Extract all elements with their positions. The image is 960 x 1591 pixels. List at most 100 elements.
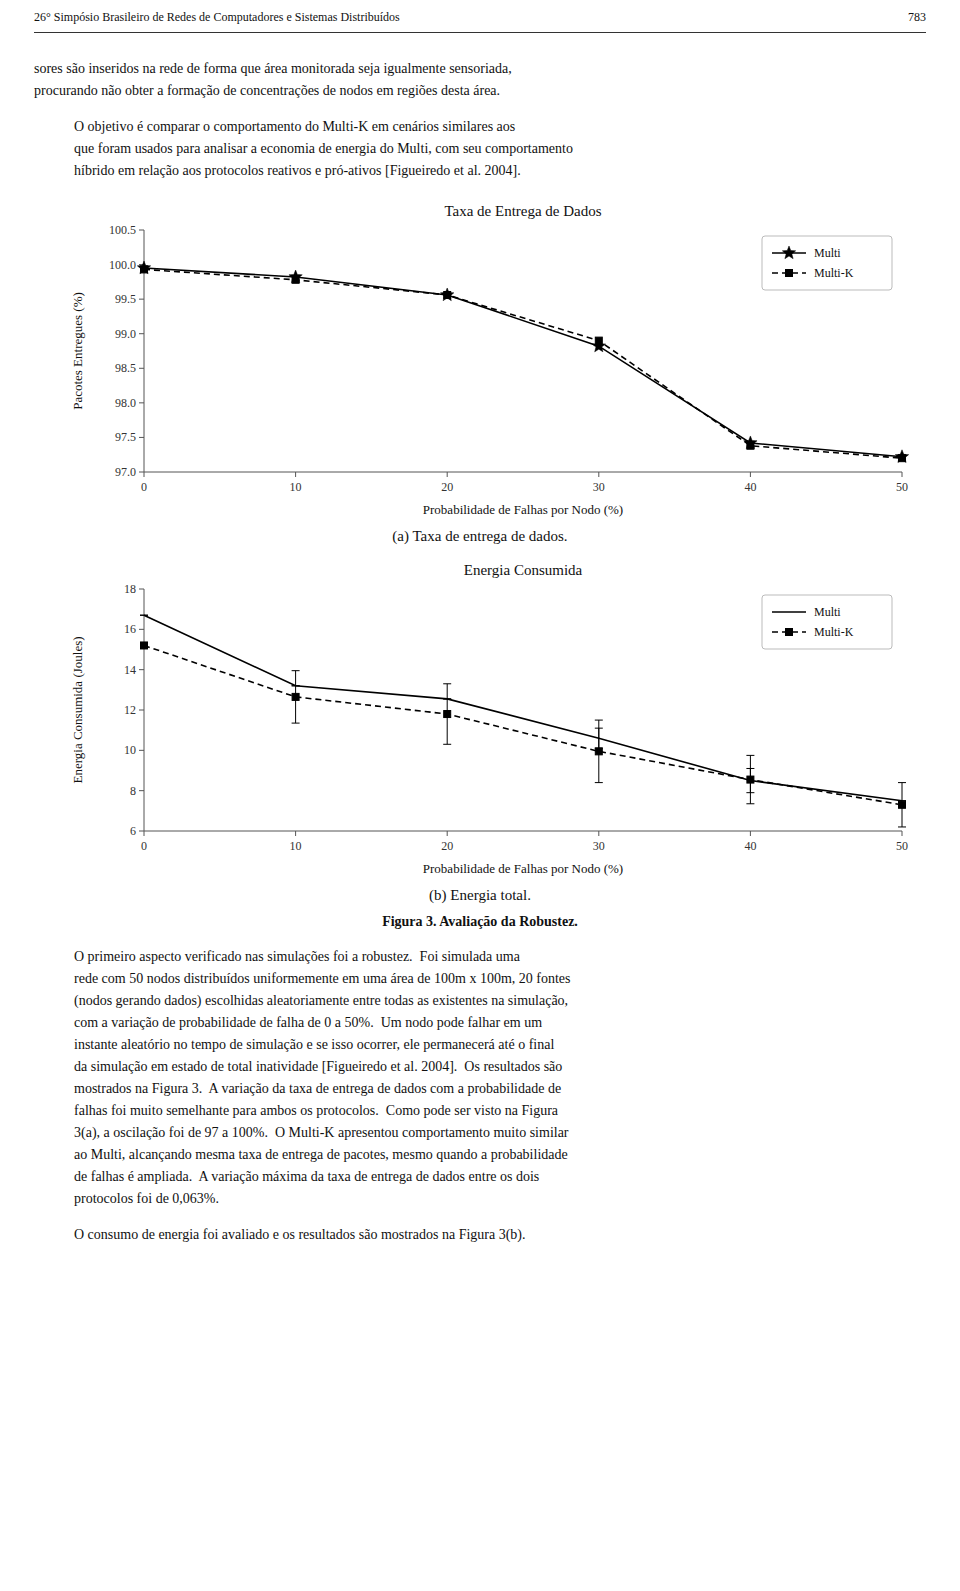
x-axis-label: Probabilidade de Falhas por Nodo (%) xyxy=(423,861,623,876)
y-tick-label: 8 xyxy=(130,784,136,798)
x-tick xyxy=(144,472,145,477)
legend-label: Multi xyxy=(814,605,841,619)
paragraph: sores são inseridos na rede de forma que… xyxy=(34,58,926,102)
x-tick xyxy=(902,472,903,477)
x-tick xyxy=(902,831,903,836)
y-axis-label: Energia Consumida (Joules) xyxy=(70,636,85,783)
series xyxy=(137,261,908,462)
chart-caption: (b) Energia total. xyxy=(34,887,926,904)
y-tick xyxy=(139,750,144,751)
y-axis-line xyxy=(144,589,145,831)
x-tick xyxy=(750,472,751,477)
y-tick xyxy=(139,669,144,670)
y-tick-label: 12 xyxy=(124,703,136,717)
point xyxy=(444,291,451,298)
page: 26° Simpósio Brasileiro de Redes de Comp… xyxy=(0,0,960,1591)
point xyxy=(289,270,302,283)
y-tick xyxy=(139,710,144,711)
legend-marker xyxy=(782,246,795,259)
point xyxy=(141,266,148,273)
y-tick xyxy=(139,368,144,369)
x-tick xyxy=(598,472,599,477)
y-tick xyxy=(139,299,144,300)
point xyxy=(292,693,299,700)
legend-label: Multi-K xyxy=(814,266,854,280)
series-line xyxy=(144,268,902,457)
legend-marker xyxy=(786,629,793,636)
x-tick-label: 0 xyxy=(141,839,147,853)
x-tick xyxy=(750,831,751,836)
point xyxy=(747,442,754,449)
legend-label: Multi-K xyxy=(814,625,854,639)
y-tick-label: 18 xyxy=(124,582,136,596)
x-tick xyxy=(598,831,599,836)
paragraph: O primeiro aspecto verificado nas simula… xyxy=(34,946,926,1210)
point xyxy=(137,261,150,274)
legend-box xyxy=(762,236,892,290)
y-tick-label: 99.5 xyxy=(115,292,136,306)
point xyxy=(895,450,908,463)
y-tick-label: 14 xyxy=(124,663,136,677)
series-line xyxy=(144,269,902,458)
y-tick-label: 98.5 xyxy=(115,361,136,375)
x-tick xyxy=(447,472,448,477)
error-bar xyxy=(140,615,148,616)
x-tick-label: 50 xyxy=(896,480,908,494)
y-tick xyxy=(139,402,144,403)
y-tick-label: 100.5 xyxy=(109,223,136,237)
legend: Multi Multi-K xyxy=(762,595,892,649)
axes: 97.097.598.098.599.099.5100.0100.5010203… xyxy=(109,223,908,494)
header-left: 26° Simpósio Brasileiro de Redes de Comp… xyxy=(34,10,400,25)
error-bar xyxy=(898,783,906,827)
chart-title: Taxa de Entrega de Dados xyxy=(444,203,601,219)
x-tick xyxy=(295,472,296,477)
point xyxy=(444,711,451,718)
y-tick-label: 97.5 xyxy=(115,430,136,444)
y-tick xyxy=(139,589,144,590)
error-bar xyxy=(595,720,603,783)
figure-caption: Figura 3. Avaliação da Robustez. xyxy=(34,914,926,930)
y-tick xyxy=(139,230,144,231)
y-tick xyxy=(139,333,144,334)
y-tick-label: 10 xyxy=(124,743,136,757)
chart: Taxa de Entrega de Dados97.097.598.098.5… xyxy=(34,196,926,526)
legend-box xyxy=(762,595,892,649)
y-tick-label: 100.0 xyxy=(109,258,136,272)
x-tick-label: 30 xyxy=(593,839,605,853)
chart-caption: (a) Taxa de entrega de dados. xyxy=(34,528,926,545)
series xyxy=(140,642,906,827)
error-bar xyxy=(746,755,754,803)
point xyxy=(899,801,906,808)
paragraph: O objetivo é comparar o comportamento do… xyxy=(34,116,926,182)
error-bar xyxy=(443,684,451,745)
x-tick-label: 0 xyxy=(141,480,147,494)
x-axis-line xyxy=(144,472,902,473)
x-tick-label: 50 xyxy=(896,839,908,853)
y-tick xyxy=(139,472,144,473)
y-tick-label: 98.0 xyxy=(115,396,136,410)
y-tick xyxy=(139,831,144,832)
x-tick-label: 40 xyxy=(744,839,756,853)
y-tick-label: 99.0 xyxy=(115,327,136,341)
legend-label: Multi xyxy=(814,246,841,260)
point xyxy=(595,748,602,755)
y-tick-label: 16 xyxy=(124,622,136,636)
content: sores são inseridos na rede de forma que… xyxy=(34,58,926,1260)
x-tick-label: 20 xyxy=(441,480,453,494)
point xyxy=(747,776,754,783)
header-right: 783 xyxy=(908,10,926,25)
y-axis-label: Pacotes Entregues (%) xyxy=(70,292,85,410)
header-rule xyxy=(34,32,926,33)
chart-title: Energia Consumida xyxy=(464,562,583,578)
x-tick-label: 10 xyxy=(290,839,302,853)
legend: Multi Multi-K xyxy=(762,236,892,290)
error-bar xyxy=(292,671,300,723)
x-axis-line xyxy=(144,831,902,832)
point xyxy=(595,337,602,344)
chart: Energia Consumida68101214161801020304050… xyxy=(34,555,926,885)
y-tick xyxy=(139,629,144,630)
x-tick-label: 30 xyxy=(593,480,605,494)
x-tick xyxy=(144,831,145,836)
x-tick-label: 10 xyxy=(290,480,302,494)
series xyxy=(141,266,906,462)
